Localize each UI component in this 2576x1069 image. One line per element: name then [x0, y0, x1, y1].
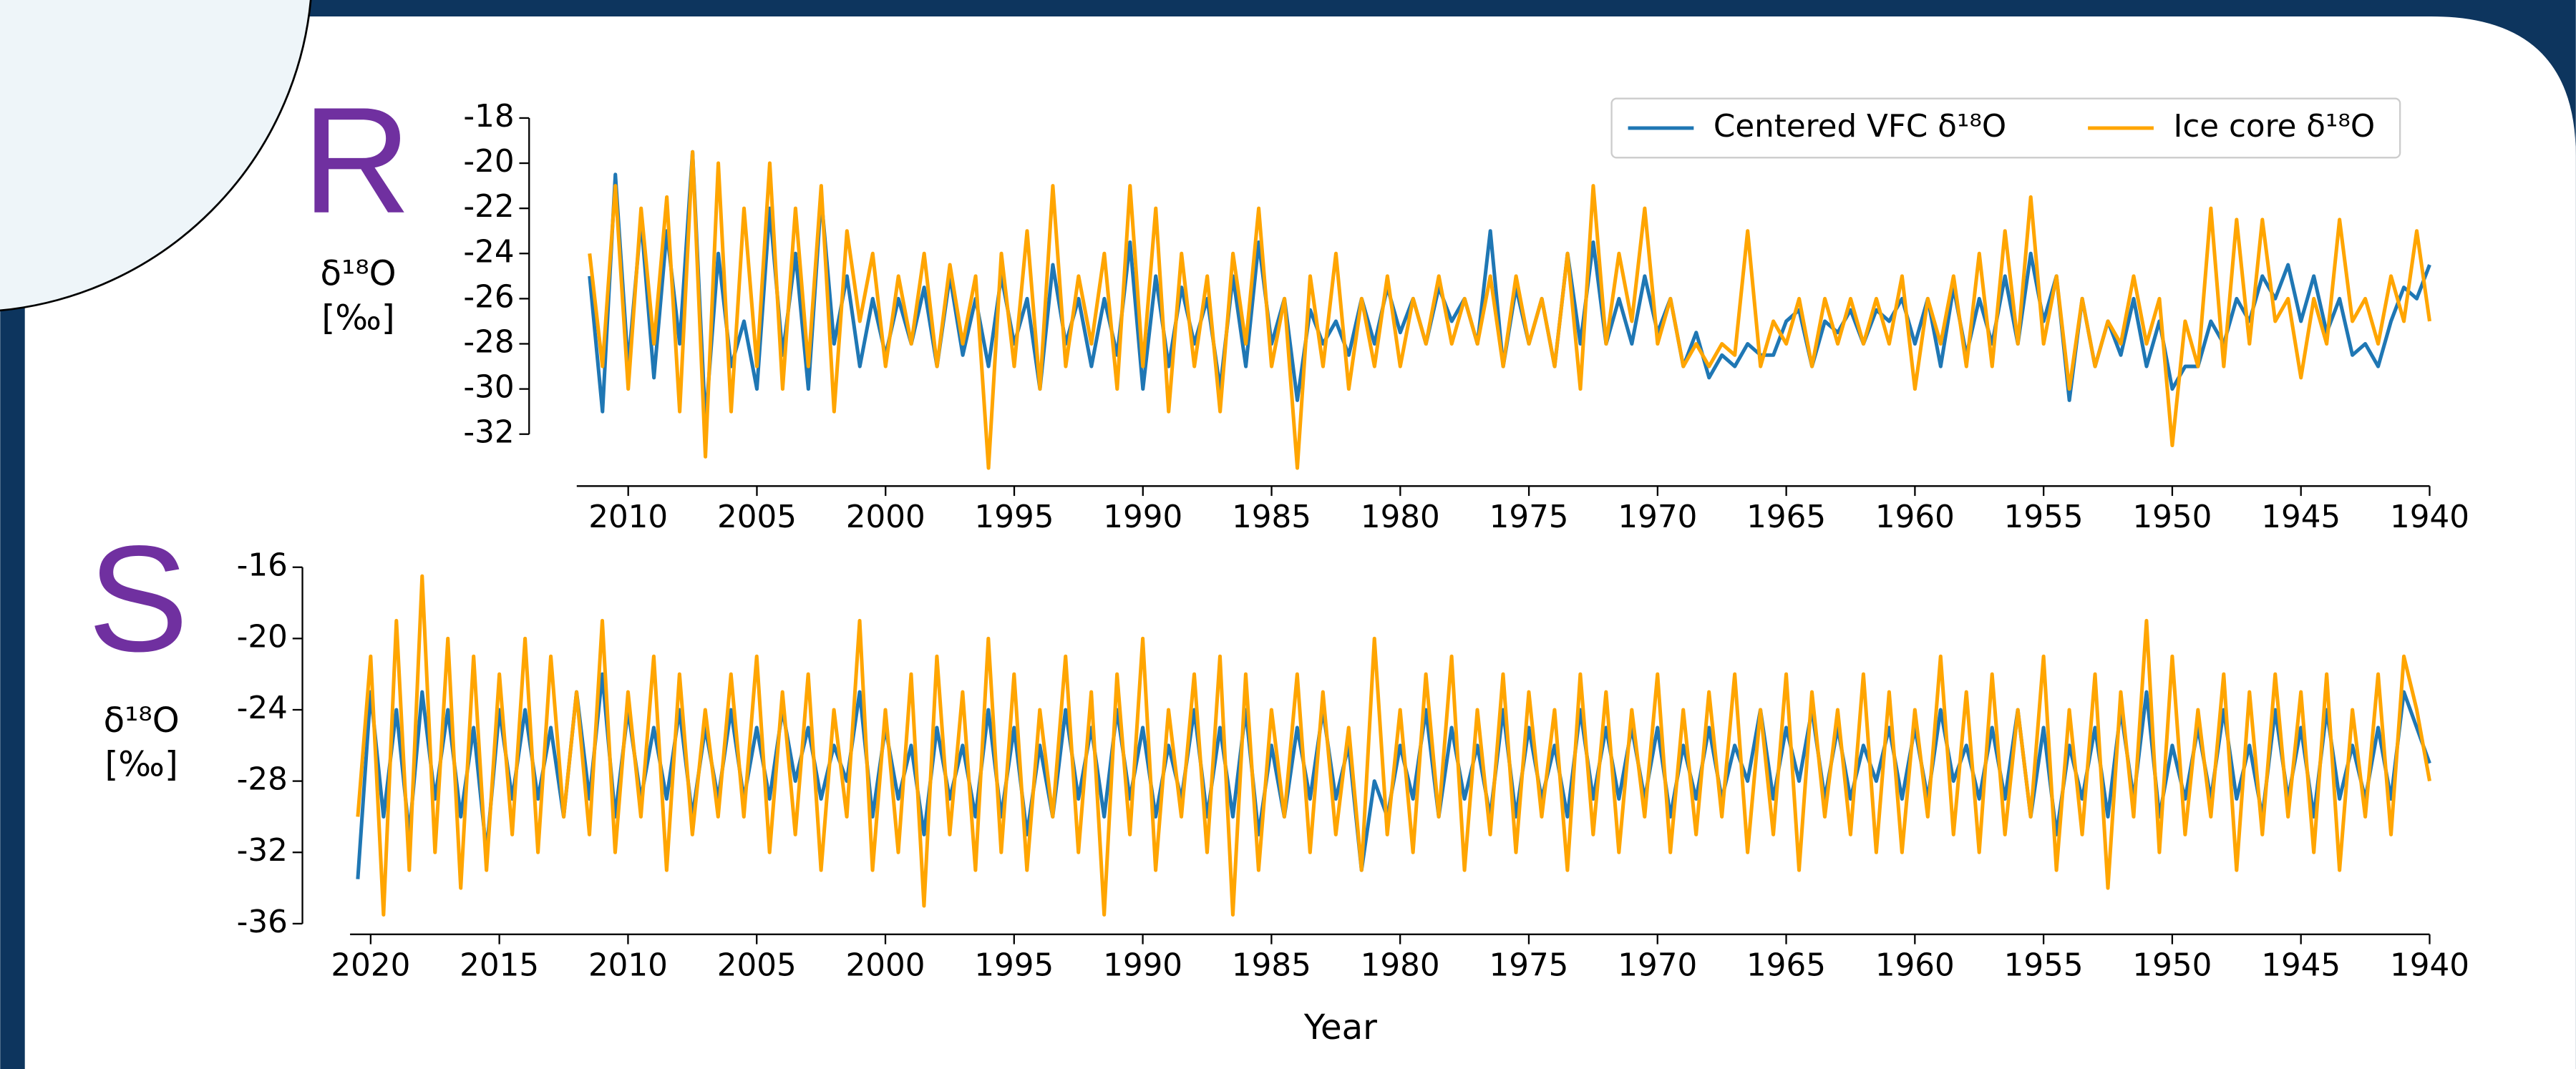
x-tick-label: 1980	[1361, 499, 1440, 535]
y-tick-label: -16	[237, 548, 288, 584]
y-tick-label: -22	[463, 189, 514, 225]
x-tick-label: 2010	[588, 948, 668, 984]
x-tick-label: 1985	[1232, 948, 1311, 984]
x-tick-label: 2005	[717, 948, 797, 984]
x-tick-label: 1970	[1618, 948, 1697, 984]
y-tick-label: -28	[463, 325, 514, 361]
y-tick-label: -20	[237, 619, 288, 655]
y-axis-label: δ¹⁸O	[104, 701, 180, 741]
x-tick-label: 1970	[1618, 499, 1697, 535]
x-tick-label: 2020	[331, 948, 410, 984]
x-tick-label: 1995	[974, 948, 1054, 984]
panel-label: R	[302, 76, 411, 245]
x-tick-label: 1945	[2261, 948, 2341, 984]
x-tick-label: 1990	[1103, 499, 1182, 535]
y-tick-label: -30	[463, 370, 514, 406]
y-tick-label: -32	[237, 833, 288, 869]
y-tick-label: -18	[463, 99, 514, 135]
y-tick-label: -20	[463, 144, 514, 180]
x-tick-label: 1955	[2004, 499, 2084, 535]
y-tick-label: -26	[463, 279, 514, 315]
x-tick-label: 2000	[846, 948, 925, 984]
x-tick-label: 2000	[846, 499, 925, 535]
x-tick-label: 1975	[1489, 948, 1568, 984]
y-tick-label: -36	[237, 904, 288, 940]
x-tick-label: 1985	[1232, 499, 1311, 535]
x-tick-label: 1950	[2132, 948, 2212, 984]
x-tick-label: 1940	[2390, 499, 2469, 535]
x-tick-label: 1955	[2004, 948, 2084, 984]
x-tick-label: 1950	[2132, 499, 2212, 535]
y-tick-label: -32	[463, 415, 514, 451]
y-axis-label: [‰]	[321, 298, 394, 338]
x-tick-label: 2010	[588, 499, 668, 535]
x-tick-label: 1960	[1875, 499, 1955, 535]
poster: Rδ¹⁸O[‰]-18-20-22-24-26-28-30-3220102005…	[0, 0, 2576, 1069]
x-tick-label: 1990	[1103, 948, 1182, 984]
x-tick-label: 1995	[975, 499, 1054, 535]
x-tick-label: 2015	[460, 948, 539, 984]
x-tick-label: 1960	[1875, 948, 1955, 984]
y-axis-label: δ¹⁸O	[321, 254, 397, 294]
x-tick-label: 1940	[2390, 948, 2469, 984]
legend-label: Ice core δ¹⁸O	[2173, 109, 2375, 145]
x-tick-label: 1975	[1489, 499, 1569, 535]
y-tick-label: -28	[237, 762, 288, 798]
x-tick-label: 1965	[1746, 948, 1826, 984]
x-tick-label: 1965	[1746, 499, 1826, 535]
legend-label: Centered VFC δ¹⁸O	[1714, 109, 2006, 145]
x-tick-label: 1980	[1361, 948, 1440, 984]
x-tick-label: 1945	[2261, 499, 2341, 535]
y-tick-label: -24	[237, 690, 288, 726]
panel-label: S	[88, 514, 189, 683]
y-tick-label: -24	[463, 234, 514, 270]
x-axis-label: Year	[1303, 1007, 1377, 1048]
x-tick-label: 2005	[717, 499, 797, 535]
y-axis-label: [‰]	[105, 745, 178, 785]
